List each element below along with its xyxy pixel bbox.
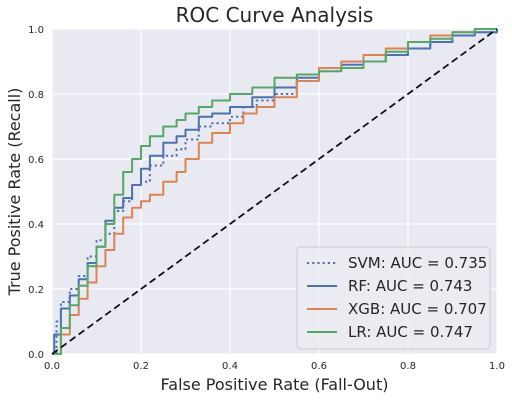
x-tick-label: 0.6: [311, 361, 327, 372]
x-tick-label: 1.0: [489, 361, 505, 372]
legend: SVM: AUC = 0.735 RF: AUC = 0.743 XGB: AUC …: [296, 246, 491, 350]
y-tick-label: 0.8: [28, 90, 44, 101]
x-tick-label: 0.2: [133, 361, 149, 372]
legend-label: XGB: AUC = 0.707: [348, 300, 487, 318]
y-tick-label: 0.6: [28, 155, 44, 166]
legend-label: SVM: AUC = 0.735: [348, 254, 487, 272]
x-tick-label: 0.8: [400, 361, 416, 372]
y-axis-label: True Positive Rate (Recall): [5, 88, 24, 297]
y-tick-label: 0.2: [28, 285, 44, 296]
y-tick-label: 1.0: [28, 25, 44, 36]
tick-labels: 0.0 0.2 0.4 0.6 0.8 1.0 0.0 0.2 0.4 0.6 0.8 1.0: [28, 25, 505, 372]
legend-label: RF: AUC = 0.743: [348, 277, 472, 295]
x-tick-label: 0.4: [222, 361, 238, 372]
y-tick-label: 0.4: [28, 220, 44, 231]
y-tick-label: 0.0: [28, 350, 44, 361]
series-line-lr: [52, 28, 497, 355]
legend-label: LR: AUC = 0.747: [348, 323, 473, 341]
series-lines: [51, 28, 498, 355]
x-tick-label: 0.0: [44, 361, 60, 372]
chance-diagonal-line: [51, 28, 498, 355]
chart-title: ROC Curve Analysis: [176, 3, 374, 27]
x-axis-label: False Positive Rate (Fall-Out): [161, 375, 389, 394]
legend-box: [296, 246, 491, 350]
